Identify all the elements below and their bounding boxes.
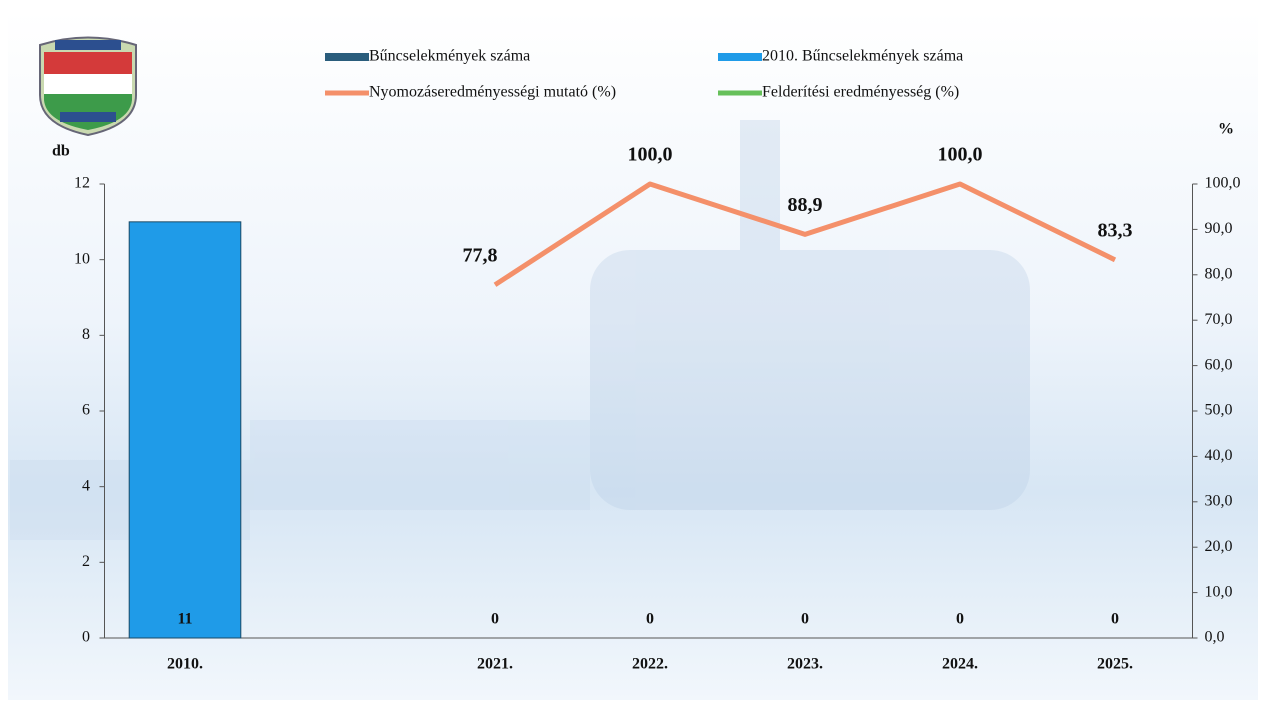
- y-tick-label: 0: [82, 629, 90, 646]
- legend-label: Bűncselekmények száma: [369, 48, 530, 65]
- y2-tick-label: 90,0: [1205, 220, 1233, 237]
- x-tick-label: 2021.: [477, 656, 513, 673]
- y2-tick-label: 20,0: [1205, 538, 1233, 555]
- legend-label: 2010. Bűncselekmények száma: [762, 48, 963, 65]
- data-label: 88,9: [788, 194, 823, 216]
- y2-tick-label: 60,0: [1205, 356, 1233, 373]
- legend-label: Felderítési eredményesség (%): [762, 84, 959, 101]
- y-tick-label: 12: [74, 175, 90, 192]
- y-tick-label: 8: [82, 326, 90, 343]
- page: {"chart_data": { "type": "bar", "y_label…: [0, 0, 1266, 706]
- logo: [40, 38, 136, 136]
- x-tick-label: 2022.: [632, 656, 668, 673]
- x-tick-label: 2023.: [787, 656, 823, 673]
- legend-swatch: [325, 53, 369, 61]
- bar: [129, 222, 241, 638]
- data-label: 0: [956, 611, 964, 628]
- data-label: 100,0: [628, 144, 673, 166]
- data-label: 0: [646, 611, 654, 628]
- x-tick-label: 2025.: [1097, 656, 1133, 673]
- data-label: 77,8: [463, 244, 498, 266]
- x-tick-label: 2010.: [167, 656, 203, 673]
- chart: db% 0 2 4 6 8 10 12 0,0 10,0 20,0 30,0 40,0 50,0 60,0 7…: [0, 0, 1266, 706]
- data-label: 100,0: [938, 144, 983, 166]
- y-tick-label: 10: [74, 250, 90, 267]
- y-tick-label: 4: [82, 477, 90, 494]
- data-label: 0: [491, 611, 499, 628]
- y2-tick-label: 80,0: [1205, 265, 1233, 282]
- legend-label: Nyomozáseredményességi mutató (%): [369, 84, 616, 101]
- legend-swatch: [718, 53, 762, 61]
- data-label: 83,3: [1098, 219, 1133, 241]
- y2-tick-label: 70,0: [1205, 311, 1233, 328]
- y2-tick-label: 0,0: [1205, 629, 1225, 646]
- y-tick-label: 6: [82, 402, 90, 419]
- y2-tick-label: 30,0: [1205, 492, 1233, 509]
- y2-tick-label: 10,0: [1205, 583, 1233, 600]
- data-label: 11: [177, 611, 192, 628]
- data-label: 0: [1111, 611, 1119, 628]
- data-label: 0: [801, 611, 809, 628]
- y2-axis-label: %: [1218, 121, 1234, 138]
- y-tick-label: 2: [82, 553, 90, 570]
- x-tick-label: 2024.: [942, 656, 978, 673]
- y2-tick-label: 100,0: [1205, 175, 1241, 192]
- y-axis-label: db: [52, 143, 70, 160]
- y2-tick-label: 50,0: [1205, 402, 1233, 419]
- y2-tick-label: 40,0: [1205, 447, 1233, 464]
